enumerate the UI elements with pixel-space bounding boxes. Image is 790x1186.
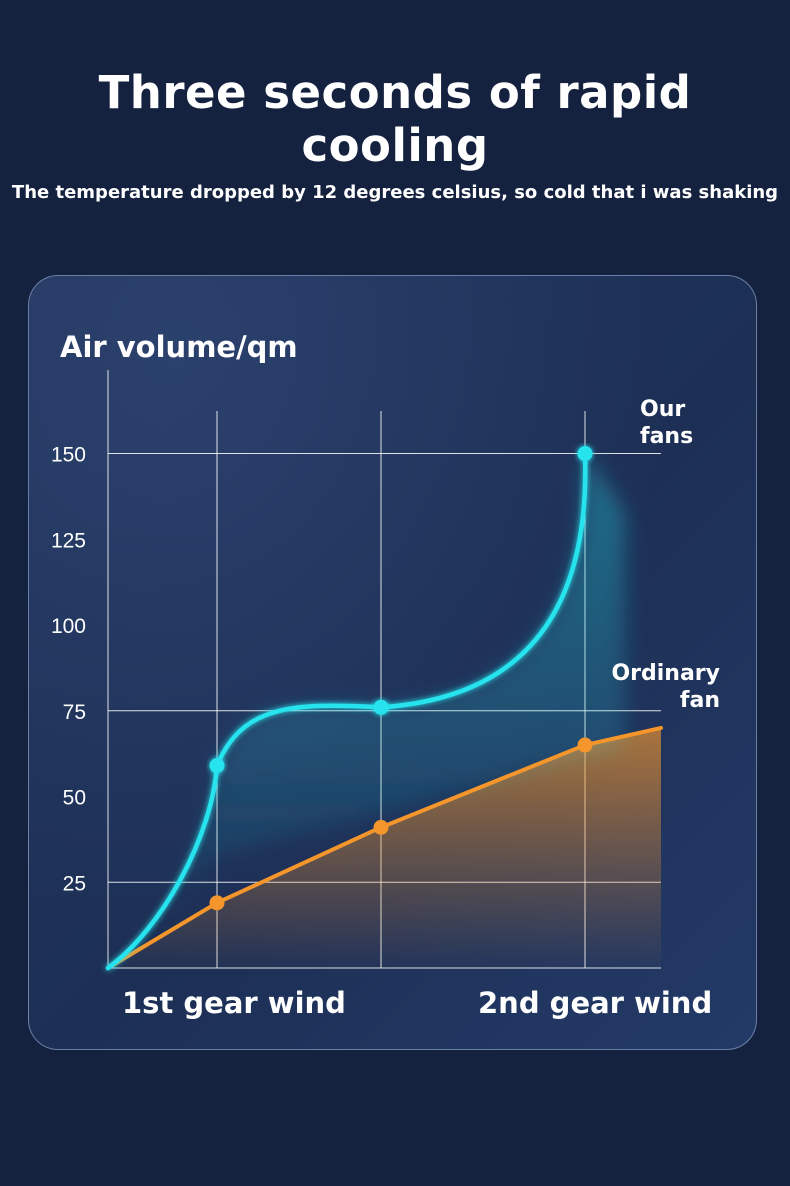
point-layer xyxy=(209,446,593,911)
ordinary-fan-point-2 xyxy=(373,819,389,835)
legend-our-fans-label: Our fans xyxy=(640,397,694,449)
y-tick-label-125: 125 xyxy=(51,529,86,552)
y-tick-label-100: 100 xyxy=(51,615,86,638)
ordinary-fan-point-3 xyxy=(577,737,593,753)
legend-ordinary-fan-label: Ordinary fan xyxy=(611,661,720,713)
page-title: Three seconds of rapid cooling xyxy=(98,66,692,172)
area-layer xyxy=(108,453,661,968)
our-fans-line xyxy=(105,451,588,971)
ordinary-fan-area xyxy=(108,727,661,968)
ordinary-fan-point-1 xyxy=(209,895,225,911)
y-tick-label-50: 50 xyxy=(63,787,86,810)
our-fans-point-1 xyxy=(209,758,225,774)
page-subtitle: The temperature dropped by 12 degrees ce… xyxy=(11,182,779,203)
y-tick-label-150: 150 xyxy=(51,444,86,467)
x-category-label-1: 1st gear wind xyxy=(122,986,346,1020)
x-category-label-2: 2nd gear wind xyxy=(478,986,713,1020)
our-fans-glow xyxy=(108,453,625,968)
legend-our-fans: Our fans xyxy=(620,396,710,450)
legend-ordinary-fan: Ordinary fan xyxy=(590,660,720,714)
our-fans-point-2 xyxy=(373,699,389,715)
our-fans-point-3 xyxy=(577,446,593,461)
y-tick-label-25: 25 xyxy=(63,872,86,895)
y-axis-label: Air volume/qm xyxy=(60,330,298,364)
y-tick-label-75: 75 xyxy=(63,701,86,724)
tick-label-layer: 25 50 75 100 125 150 xyxy=(51,444,86,896)
